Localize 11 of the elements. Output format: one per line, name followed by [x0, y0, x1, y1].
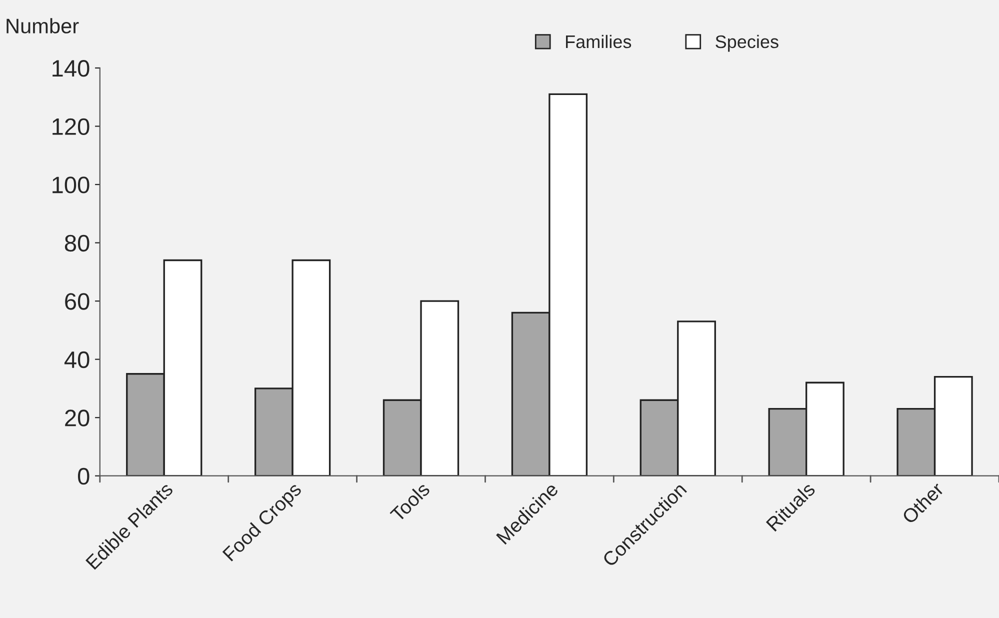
y-tick-label: 20 — [65, 410, 90, 426]
y-tick-label: 40 — [64, 351, 90, 368]
y-tick-label: 80 — [64, 234, 90, 252]
y-axis-title: Number — [6, 18, 79, 34]
legend-label: Families — [566, 34, 632, 48]
y-tick-label: 100 — [52, 176, 90, 194]
y-tick-label: 60 — [65, 293, 90, 310]
y-tick-label: 120 — [52, 118, 90, 136]
y-tick-label: 0 — [78, 468, 90, 485]
y-tick-label: 140 — [52, 60, 90, 77]
legend-label: Species — [716, 34, 778, 52]
